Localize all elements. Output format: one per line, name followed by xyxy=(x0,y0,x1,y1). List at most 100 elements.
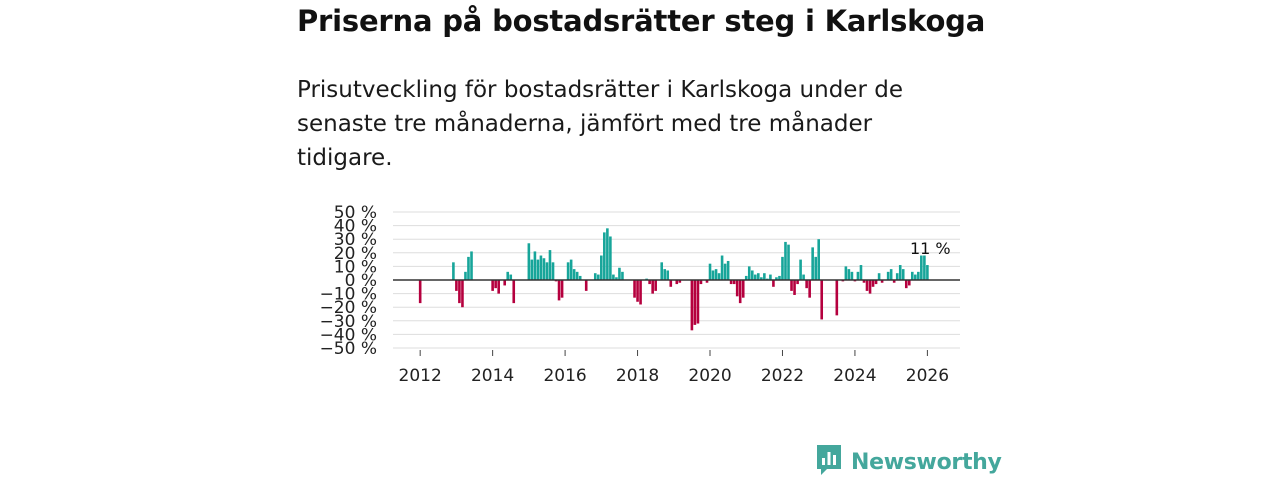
bar[interactable] xyxy=(914,274,917,280)
bar[interactable] xyxy=(808,280,811,298)
bar[interactable] xyxy=(418,280,422,304)
bar[interactable] xyxy=(790,280,793,291)
bar[interactable] xyxy=(569,259,573,280)
bar[interactable] xyxy=(639,280,642,305)
bar[interactable] xyxy=(778,275,781,280)
brand-logo[interactable]: Newsworthy xyxy=(815,445,1002,479)
bar[interactable] xyxy=(512,280,516,304)
bar[interactable] xyxy=(678,280,682,283)
bar[interactable] xyxy=(850,271,854,280)
bar[interactable] xyxy=(732,280,736,285)
bar[interactable] xyxy=(494,280,497,289)
bar[interactable] xyxy=(530,259,534,280)
bar[interactable] xyxy=(464,271,467,280)
bar[interactable] xyxy=(862,280,866,283)
bar[interactable] xyxy=(648,280,651,285)
bar[interactable] xyxy=(690,280,694,331)
bar[interactable] xyxy=(675,280,679,285)
bar[interactable] xyxy=(455,280,458,291)
bar[interactable] xyxy=(663,269,667,280)
bar[interactable] xyxy=(539,255,543,280)
bar[interactable] xyxy=(557,280,561,301)
bar[interactable] xyxy=(856,271,860,280)
bar[interactable] xyxy=(609,236,612,280)
bar[interactable] xyxy=(606,228,609,280)
bar[interactable] xyxy=(835,280,839,316)
bar[interactable] xyxy=(527,243,531,280)
bar[interactable] xyxy=(717,273,721,280)
bar[interactable] xyxy=(612,274,615,280)
bar[interactable] xyxy=(660,262,664,280)
bar[interactable] xyxy=(886,271,890,280)
bar[interactable] xyxy=(533,251,537,280)
bar[interactable] xyxy=(654,280,657,291)
bar[interactable] xyxy=(868,280,872,294)
bar[interactable] xyxy=(615,277,618,280)
bar[interactable] xyxy=(763,273,766,280)
bar[interactable] xyxy=(784,241,787,280)
bar[interactable] xyxy=(904,280,908,289)
bar[interactable] xyxy=(775,277,778,280)
bar[interactable] xyxy=(760,277,763,280)
bar[interactable] xyxy=(747,266,751,280)
bar[interactable] xyxy=(820,280,824,320)
bar[interactable] xyxy=(799,259,802,280)
bar[interactable] xyxy=(461,280,464,308)
bar[interactable] xyxy=(572,269,576,280)
bar[interactable] xyxy=(651,280,654,294)
bar[interactable] xyxy=(844,266,848,280)
bar[interactable] xyxy=(720,255,724,280)
bar[interactable] xyxy=(901,269,905,280)
bar[interactable] xyxy=(907,280,911,286)
bar[interactable] xyxy=(714,269,718,280)
bar[interactable] xyxy=(621,271,624,280)
bar[interactable] xyxy=(817,239,820,280)
bar[interactable] xyxy=(548,250,552,280)
bar[interactable] xyxy=(865,280,869,291)
bar[interactable] xyxy=(575,271,579,280)
bar[interactable] xyxy=(920,255,923,280)
bar[interactable] xyxy=(847,269,851,280)
bar[interactable] xyxy=(796,280,799,285)
bar[interactable] xyxy=(923,255,926,280)
bar[interactable] xyxy=(769,274,772,280)
bar[interactable] xyxy=(874,280,878,285)
bar[interactable] xyxy=(636,280,639,302)
bar[interactable] xyxy=(566,262,570,280)
bar[interactable] xyxy=(895,273,899,280)
bar[interactable] xyxy=(750,270,754,280)
bar[interactable] xyxy=(593,273,597,280)
bar[interactable] xyxy=(551,262,555,280)
bar[interactable] xyxy=(859,265,863,280)
bar[interactable] xyxy=(741,280,745,298)
bar[interactable] xyxy=(772,280,775,287)
bar[interactable] xyxy=(506,271,510,280)
bar[interactable] xyxy=(699,280,703,285)
bar[interactable] xyxy=(787,244,790,280)
bar[interactable] xyxy=(910,271,914,280)
bar[interactable] xyxy=(738,280,742,304)
bar[interactable] xyxy=(597,274,600,280)
bar[interactable] xyxy=(542,258,546,280)
bar[interactable] xyxy=(584,280,588,291)
bar[interactable] xyxy=(871,280,875,287)
bar[interactable] xyxy=(560,280,564,298)
bar[interactable] xyxy=(509,274,513,280)
bar[interactable] xyxy=(877,273,881,280)
bar[interactable] xyxy=(926,265,929,280)
bar[interactable] xyxy=(726,260,730,280)
bar[interactable] xyxy=(880,280,884,283)
bar[interactable] xyxy=(781,256,784,280)
bar[interactable] xyxy=(470,251,473,280)
bar[interactable] xyxy=(723,263,727,280)
bar[interactable] xyxy=(503,280,506,286)
bar[interactable] xyxy=(805,280,808,289)
bar[interactable] xyxy=(757,273,760,280)
bar[interactable] xyxy=(917,271,920,280)
bar[interactable] xyxy=(696,280,700,324)
bar[interactable] xyxy=(666,270,670,280)
bar[interactable] xyxy=(754,274,757,280)
bar[interactable] xyxy=(618,267,621,280)
bar[interactable] xyxy=(452,262,455,280)
bar[interactable] xyxy=(545,262,549,280)
